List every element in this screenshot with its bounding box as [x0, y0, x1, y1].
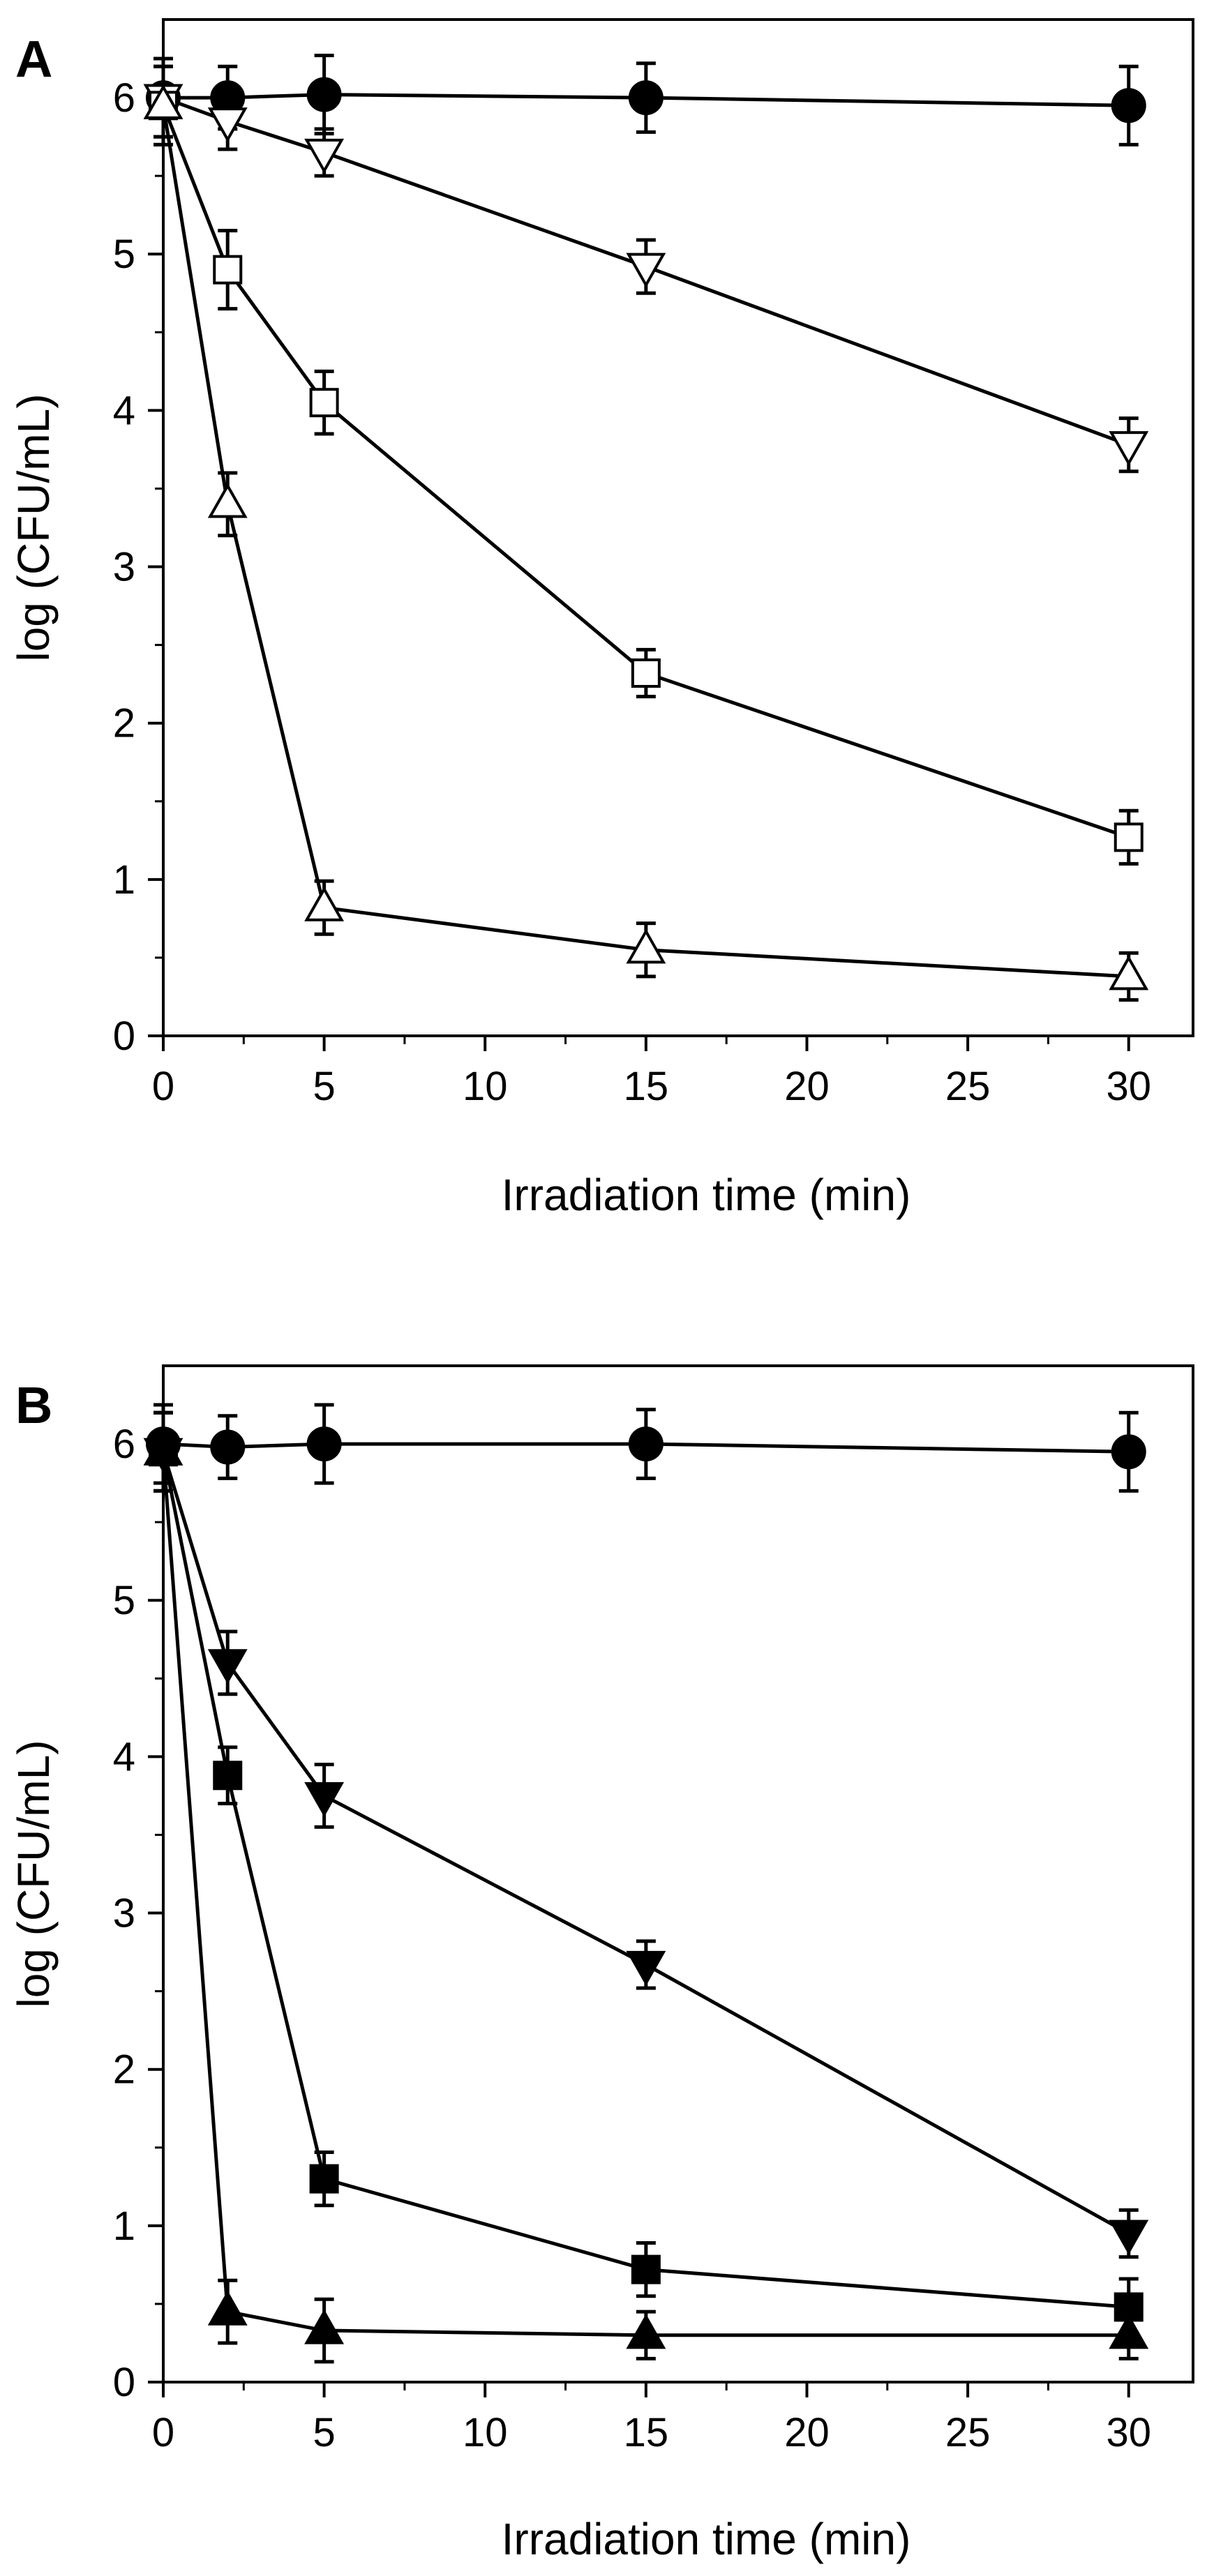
data-point	[1109, 431, 1149, 467]
data-point	[1114, 2292, 1144, 2322]
data-point	[304, 138, 345, 174]
y-tick-label: 3	[113, 1891, 135, 1936]
y-tick-label: 1	[113, 2204, 135, 2249]
series-line	[161, 105, 1130, 839]
x-tick-label: 30	[1106, 1064, 1151, 1109]
data-point	[213, 1761, 243, 1791]
y-tick-label: 2	[113, 701, 135, 746]
data-point	[306, 77, 342, 112]
series-0	[146, 1403, 1146, 1493]
data-point	[1109, 2314, 1149, 2349]
data-point	[1109, 2220, 1149, 2255]
y-tick-label: 6	[113, 1422, 135, 1467]
y-axis-label: log (CFU/mL)	[8, 1740, 59, 2008]
data-point	[1114, 822, 1144, 852]
data-point	[309, 2164, 339, 2194]
x-tick-label: 5	[313, 2410, 335, 2455]
data-point	[626, 253, 666, 288]
x-axis-label: Irradiation time (min)	[502, 2514, 911, 2564]
series-3	[143, 1410, 1149, 2364]
data-point	[626, 928, 666, 964]
data-point	[213, 255, 243, 285]
series-3	[143, 64, 1149, 1002]
y-tick-label: 0	[113, 2360, 135, 2405]
y-tick-label: 0	[113, 1014, 135, 1059]
data-point	[207, 107, 248, 143]
data-point	[210, 1429, 246, 1465]
data-point	[207, 2290, 248, 2326]
data-point	[304, 1782, 345, 1817]
y-tick-label: 5	[113, 1578, 135, 1623]
panel-label: A	[15, 30, 52, 88]
y-tick-label: 1	[113, 857, 135, 903]
x-tick-label: 15	[624, 2410, 669, 2455]
x-tick-label: 5	[313, 1064, 335, 1109]
data-point	[304, 886, 345, 921]
x-tick-label: 30	[1106, 2410, 1151, 2455]
x-tick-label: 20	[784, 1064, 830, 1109]
y-tick-label: 4	[113, 388, 135, 433]
series-2	[149, 64, 1144, 866]
x-tick-label: 25	[945, 2410, 991, 2455]
data-point	[207, 1649, 248, 1685]
x-axis-label: Irradiation time (min)	[502, 1170, 911, 1220]
x-tick-label: 10	[463, 1064, 508, 1109]
data-point	[626, 1950, 666, 1986]
data-point	[626, 2314, 666, 2349]
plot-frame	[162, 18, 1194, 1037]
panel-a: A 0 5 10 15 20 25 30 0 1 2 3 4 5 6 Irradiation time (mi…	[8, 18, 1194, 1220]
panel-b: B 0 5 10 15 20 25 30 0 1 2 3 4 5 6 Irradiation time (mi…	[8, 1364, 1194, 2564]
x-tick-label: 20	[784, 2410, 830, 2455]
data-point	[304, 2309, 345, 2344]
y-tick-label: 2	[113, 2047, 135, 2093]
data-point	[631, 658, 661, 688]
x-tick-label: 0	[152, 1064, 174, 1109]
series-line	[161, 1452, 1129, 2337]
data-point	[143, 1430, 183, 1466]
data-point	[1109, 955, 1149, 991]
series-0	[146, 54, 1146, 146]
data-point	[628, 1426, 664, 1462]
data-point	[631, 2254, 661, 2284]
data-point	[628, 80, 664, 116]
x-tick-label: 10	[463, 2410, 508, 2455]
series-2	[149, 1410, 1144, 2337]
y-tick-label: 5	[113, 232, 135, 277]
y-tick-label: 6	[113, 75, 135, 121]
panel-label: B	[15, 1376, 52, 1434]
x-tick-label: 0	[152, 2410, 174, 2455]
y-axis-label: log (CFU/mL)	[8, 393, 59, 661]
data-point	[309, 388, 339, 418]
data-point	[306, 1426, 342, 1462]
series-line	[161, 1451, 1129, 2309]
x-tick-label: 25	[945, 1064, 991, 1109]
plot-frame	[162, 1364, 1194, 2383]
data-point	[143, 84, 183, 119]
series-1	[143, 1410, 1149, 2259]
data-point	[1111, 88, 1146, 123]
y-tick-label: 3	[113, 545, 135, 590]
x-tick-label: 15	[624, 1064, 669, 1109]
data-point	[207, 483, 248, 518]
data-point	[1111, 1434, 1146, 1470]
y-tick-label: 4	[113, 1734, 135, 1779]
series-line	[161, 105, 1129, 979]
